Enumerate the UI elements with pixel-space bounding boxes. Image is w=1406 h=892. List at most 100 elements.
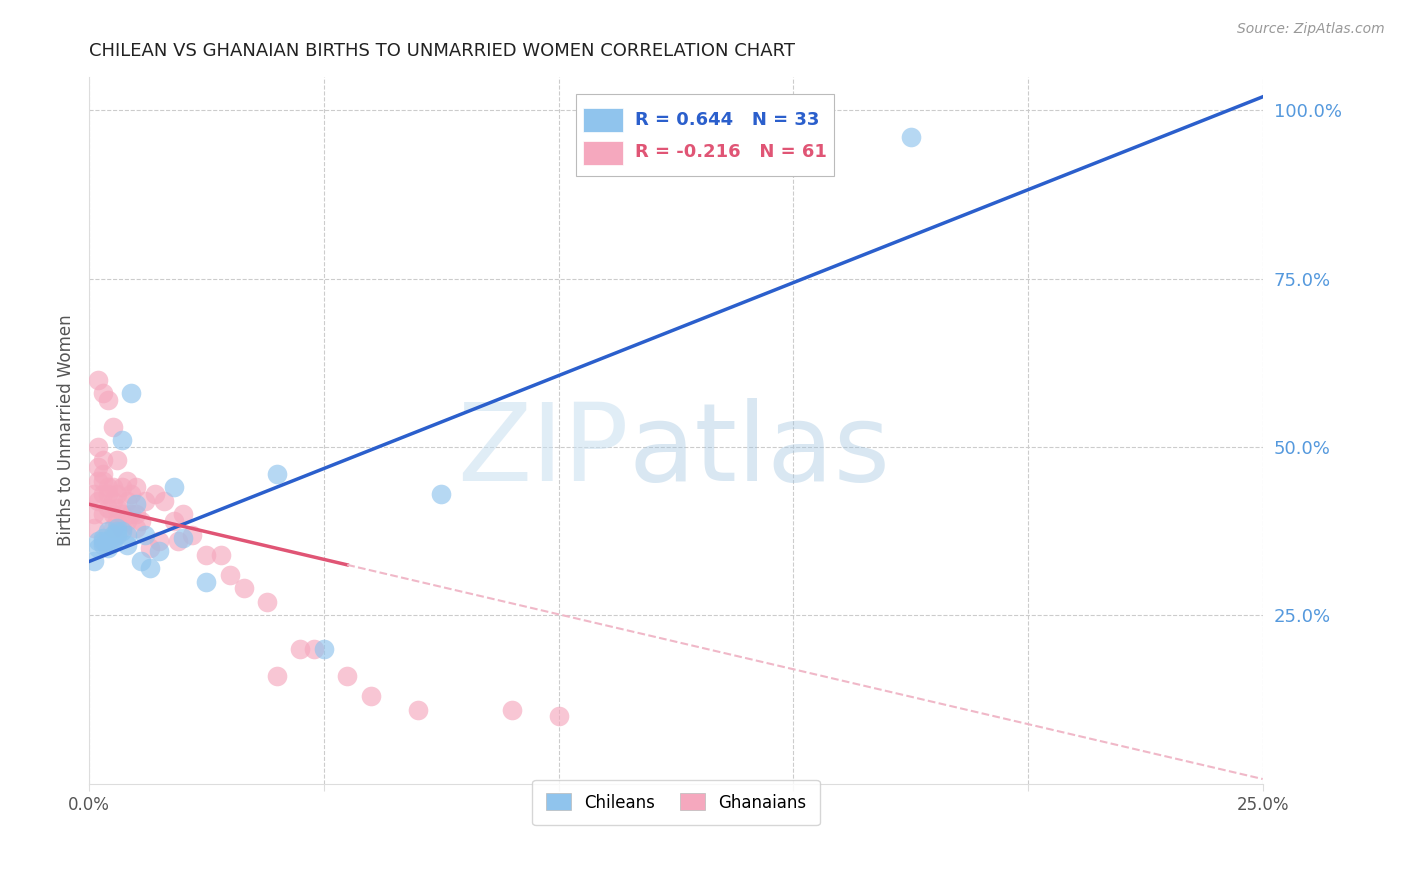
Point [105, 500, 128, 515]
Point [111, 521, 134, 535]
Point [125, 508, 148, 522]
Point [125, 521, 148, 535]
Text: CHILEAN VS GHANAIAN BIRTHS TO UNMARRIED WOMEN CORRELATION CHART: CHILEAN VS GHANAIAN BIRTHS TO UNMARRIED … [89, 42, 794, 60]
Point [87, 474, 110, 488]
Point [172, 531, 194, 545]
Point [83, 554, 105, 568]
Point [101, 534, 124, 549]
Point [83, 508, 105, 522]
Point [105, 521, 128, 535]
Point [87, 494, 110, 508]
Point [83, 487, 105, 501]
Point [91, 453, 114, 467]
Point [91, 508, 114, 522]
Point [162, 480, 184, 494]
Y-axis label: Births to Unmarried Women: Births to Unmarried Women [58, 314, 75, 546]
Point [143, 487, 166, 501]
Point [290, 642, 312, 657]
Text: R = 0.644   N = 33: R = 0.644 N = 33 [634, 111, 820, 128]
Point [195, 548, 218, 562]
Point [233, 582, 256, 596]
Text: Source: ZipAtlas.com: Source: ZipAtlas.com [1237, 22, 1385, 37]
Point [97, 392, 120, 407]
Point [115, 494, 138, 508]
Point [360, 689, 382, 703]
Point [172, 508, 194, 522]
Point [91, 487, 114, 501]
Point [115, 474, 138, 488]
Point [219, 568, 242, 582]
Point [91, 531, 114, 545]
Point [101, 419, 124, 434]
Point [195, 574, 218, 589]
Point [266, 669, 288, 683]
Point [120, 386, 142, 401]
FancyBboxPatch shape [583, 141, 623, 165]
Point [105, 453, 128, 467]
Point [167, 534, 190, 549]
Point [87, 440, 110, 454]
Point [129, 514, 152, 528]
Text: ZIP: ZIP [457, 399, 628, 504]
Point [91, 534, 114, 549]
FancyBboxPatch shape [583, 109, 623, 132]
Point [336, 669, 359, 683]
Point [266, 467, 288, 481]
Point [148, 534, 170, 549]
Point [430, 487, 453, 501]
Point [547, 709, 569, 723]
Point [134, 494, 156, 508]
Point [105, 527, 128, 541]
Point [129, 554, 152, 568]
Point [101, 494, 124, 508]
Point [134, 527, 156, 541]
Point [87, 373, 110, 387]
Point [406, 703, 429, 717]
Point [111, 524, 134, 538]
Point [97, 480, 120, 494]
Point [91, 474, 114, 488]
Point [900, 130, 922, 145]
Point [209, 548, 232, 562]
FancyBboxPatch shape [576, 95, 834, 176]
Point [101, 508, 124, 522]
Point [105, 524, 128, 538]
Point [139, 541, 162, 555]
Point [115, 514, 138, 528]
Point [181, 527, 204, 541]
Point [87, 541, 110, 555]
Point [162, 514, 184, 528]
Point [105, 514, 128, 528]
Point [91, 538, 114, 552]
Point [153, 494, 176, 508]
Point [304, 642, 326, 657]
Point [125, 480, 148, 494]
Point [105, 487, 128, 501]
Point [256, 595, 278, 609]
Point [139, 561, 162, 575]
Legend: Chileans, Ghanaians: Chileans, Ghanaians [533, 780, 820, 825]
Point [312, 642, 335, 657]
Point [101, 521, 124, 535]
Point [148, 544, 170, 558]
Point [125, 497, 148, 511]
Point [97, 541, 120, 555]
Point [120, 508, 142, 522]
Point [91, 386, 114, 401]
Point [115, 538, 138, 552]
Point [120, 487, 142, 501]
Point [711, 130, 734, 145]
Point [101, 480, 124, 494]
Point [87, 460, 110, 475]
Text: atlas: atlas [628, 399, 891, 504]
Point [83, 521, 105, 535]
Point [91, 467, 114, 481]
Point [87, 534, 110, 549]
Point [97, 524, 120, 538]
Point [97, 500, 120, 515]
Text: R = -0.216   N = 61: R = -0.216 N = 61 [634, 144, 827, 161]
Point [97, 487, 120, 501]
Point [501, 703, 523, 717]
Point [101, 531, 124, 545]
Point [101, 527, 124, 541]
